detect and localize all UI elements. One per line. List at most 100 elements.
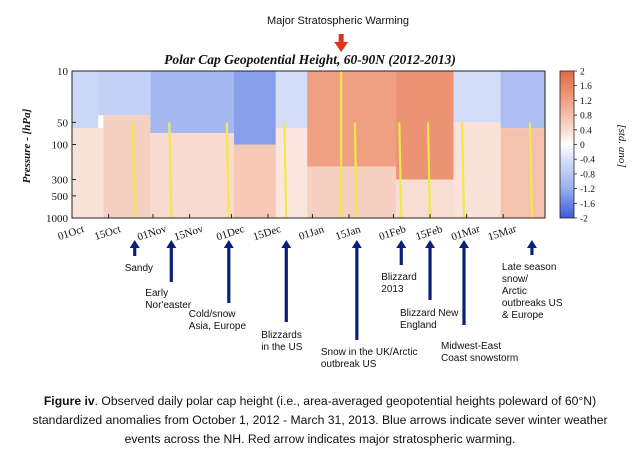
x-tick-label: 01Jan	[297, 223, 326, 242]
caption-text: . Observed daily polar cap height (i.e.,…	[32, 394, 608, 446]
colorbar-tick-label: -1.2	[580, 185, 595, 195]
y-tick-label: 50	[57, 117, 69, 129]
event-label-line: Coast snowstorm	[441, 353, 518, 364]
event-arrow-shaft	[530, 246, 534, 255]
event-label-line: Late season	[502, 262, 557, 273]
event-label-line: Nor'easter	[145, 300, 191, 311]
event-arrows	[129, 240, 537, 340]
heatmap-cell	[150, 133, 235, 218]
event-arrow-shaft	[133, 246, 137, 256]
heatmap-cell	[307, 166, 397, 218]
chart-title: Polar Cap Geopotential Height, 60-90N (2…	[164, 52, 456, 67]
event-line	[460, 122, 466, 218]
x-tick-label: 01Dec	[215, 223, 246, 243]
colorbar-tick-label: -2	[580, 215, 588, 225]
ssw-arrow-shaft	[338, 34, 344, 42]
heatmap-cell	[396, 71, 454, 180]
figure-caption: Figure iv. Observed daily polar cap heig…	[18, 392, 622, 449]
event-label-line: Midwest-East	[441, 341, 501, 352]
x-tick-label: 01Nov	[136, 223, 169, 244]
x-tick-label: 15Mar	[486, 223, 518, 244]
y-tick-label: 300	[52, 175, 69, 187]
event-arrow-shaft	[462, 246, 466, 325]
event-label-line: Arctic	[502, 286, 527, 297]
heatmap-cell	[72, 71, 99, 129]
event-arrow-icon	[458, 240, 469, 248]
event-label-line: Snow in the UK/Arctic	[321, 347, 418, 358]
y-axis: 10 50 100 300 500 1000	[46, 66, 76, 225]
heatmap-cell	[234, 71, 276, 145]
heatmap-cell	[396, 179, 454, 218]
y-tick-label: 100	[52, 140, 69, 152]
heatmap-cell	[103, 115, 151, 218]
heatmap-cell	[500, 128, 545, 218]
event-arrow-shaft	[284, 246, 288, 322]
event-line	[398, 122, 403, 218]
event-line	[528, 122, 534, 218]
heatmap-cell	[150, 71, 235, 134]
ssw-annotation: Major Stratospheric Warming	[267, 15, 409, 27]
colorbar-tick-label: 0.8	[580, 112, 592, 122]
heatmap-cell	[500, 71, 545, 129]
event-label: Blizzard 2013	[381, 272, 417, 295]
y-axis-label: Pressure - [hPa]	[21, 108, 33, 183]
caption-bold: Figure iv	[43, 394, 95, 408]
colorbar-tick-label: 2	[580, 68, 585, 78]
x-tick-label: 15Oct	[93, 223, 122, 243]
ssw-arrow-icon	[334, 34, 349, 52]
event-label-line: Sandy	[125, 263, 153, 274]
colorbar-tick-label: -1.6	[580, 200, 595, 210]
colorbar: 2 1.6 1.2 0.8 0.4 0 -0.4 -0.8 -1.2 -1.6 -2	[559, 68, 595, 225]
event-label: Midwest-East Coast snowstorm	[441, 341, 518, 364]
heatmap-cell	[98, 71, 151, 116]
event-arrow-icon	[396, 240, 407, 248]
event-arrow-icon	[223, 240, 234, 248]
event-label: Cold/snow Asia, Europe	[189, 309, 247, 332]
event-line	[283, 122, 288, 218]
y-tick-label: 500	[52, 191, 69, 203]
heatmap-cell	[72, 128, 104, 218]
y-tick-label: 10	[57, 66, 69, 78]
event-arrow-icon	[425, 240, 436, 248]
x-tick-label: 01Mar	[450, 223, 482, 244]
x-tick-label: 15Nov	[173, 223, 206, 244]
heatmap-cell	[307, 71, 397, 167]
event-label: Sandy	[125, 263, 153, 274]
heatmap-cell	[453, 71, 501, 123]
colorbar-tick-label: 0.4	[580, 126, 592, 136]
colorbar-tick-label: -0.8	[580, 170, 595, 180]
event-arrow-icon	[526, 240, 537, 248]
event-label-line: Early	[145, 288, 168, 299]
event-arrow-icon	[351, 240, 362, 248]
event-label-line: Blizzard New	[400, 308, 459, 319]
colorbar-scale	[559, 70, 575, 219]
event-line	[168, 122, 173, 218]
event-arrow-shaft	[227, 246, 231, 303]
event-label: Blizzards in the US	[261, 330, 302, 353]
event-label-line: & Europe	[502, 310, 544, 321]
colorbar-label: [std. ano]	[616, 124, 628, 167]
ssw-arrow-head	[334, 42, 349, 52]
event-label-line: Asia, Europe	[189, 321, 247, 332]
x-tick-label: 15Jan	[334, 223, 363, 242]
heatmap-cell	[234, 144, 276, 218]
event-label: Late season snow/Arctic outbreaks US & Euro…	[502, 262, 563, 321]
event-lines	[131, 71, 534, 218]
x-tick-label: 01Oct	[56, 223, 85, 243]
event-line	[131, 122, 136, 218]
colorbar-tick-label: 1.6	[580, 82, 592, 92]
event-label: Early Nor'easter	[145, 288, 191, 311]
colorbar-tick-label: 1.2	[580, 97, 592, 107]
event-line	[426, 122, 432, 218]
event-line	[353, 122, 358, 218]
x-tick-label: 15Feb	[414, 223, 444, 243]
event-label-line: Blizzard	[381, 272, 417, 283]
event-label-line: in the US	[261, 342, 302, 353]
event-label-line: outbreak US	[321, 359, 377, 370]
event-arrow-icon	[129, 240, 140, 248]
colorbar-tick-label: 0	[580, 141, 585, 151]
event-arrow-shaft	[428, 246, 432, 300]
event-label-line: Blizzards	[261, 330, 302, 341]
